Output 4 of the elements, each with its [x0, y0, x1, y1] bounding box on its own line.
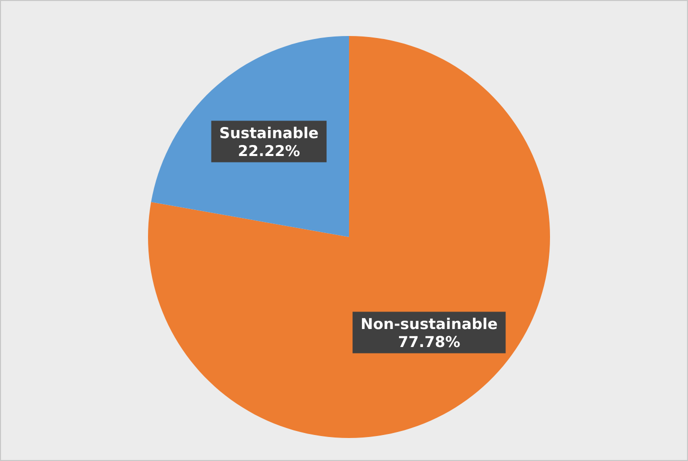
slice-label: Sustainable	[220, 126, 318, 138]
data-label: 77.78%	[398, 336, 460, 348]
data-label: 22.22%	[238, 144, 300, 156]
slice-label: Non-sustainable	[362, 318, 497, 330]
